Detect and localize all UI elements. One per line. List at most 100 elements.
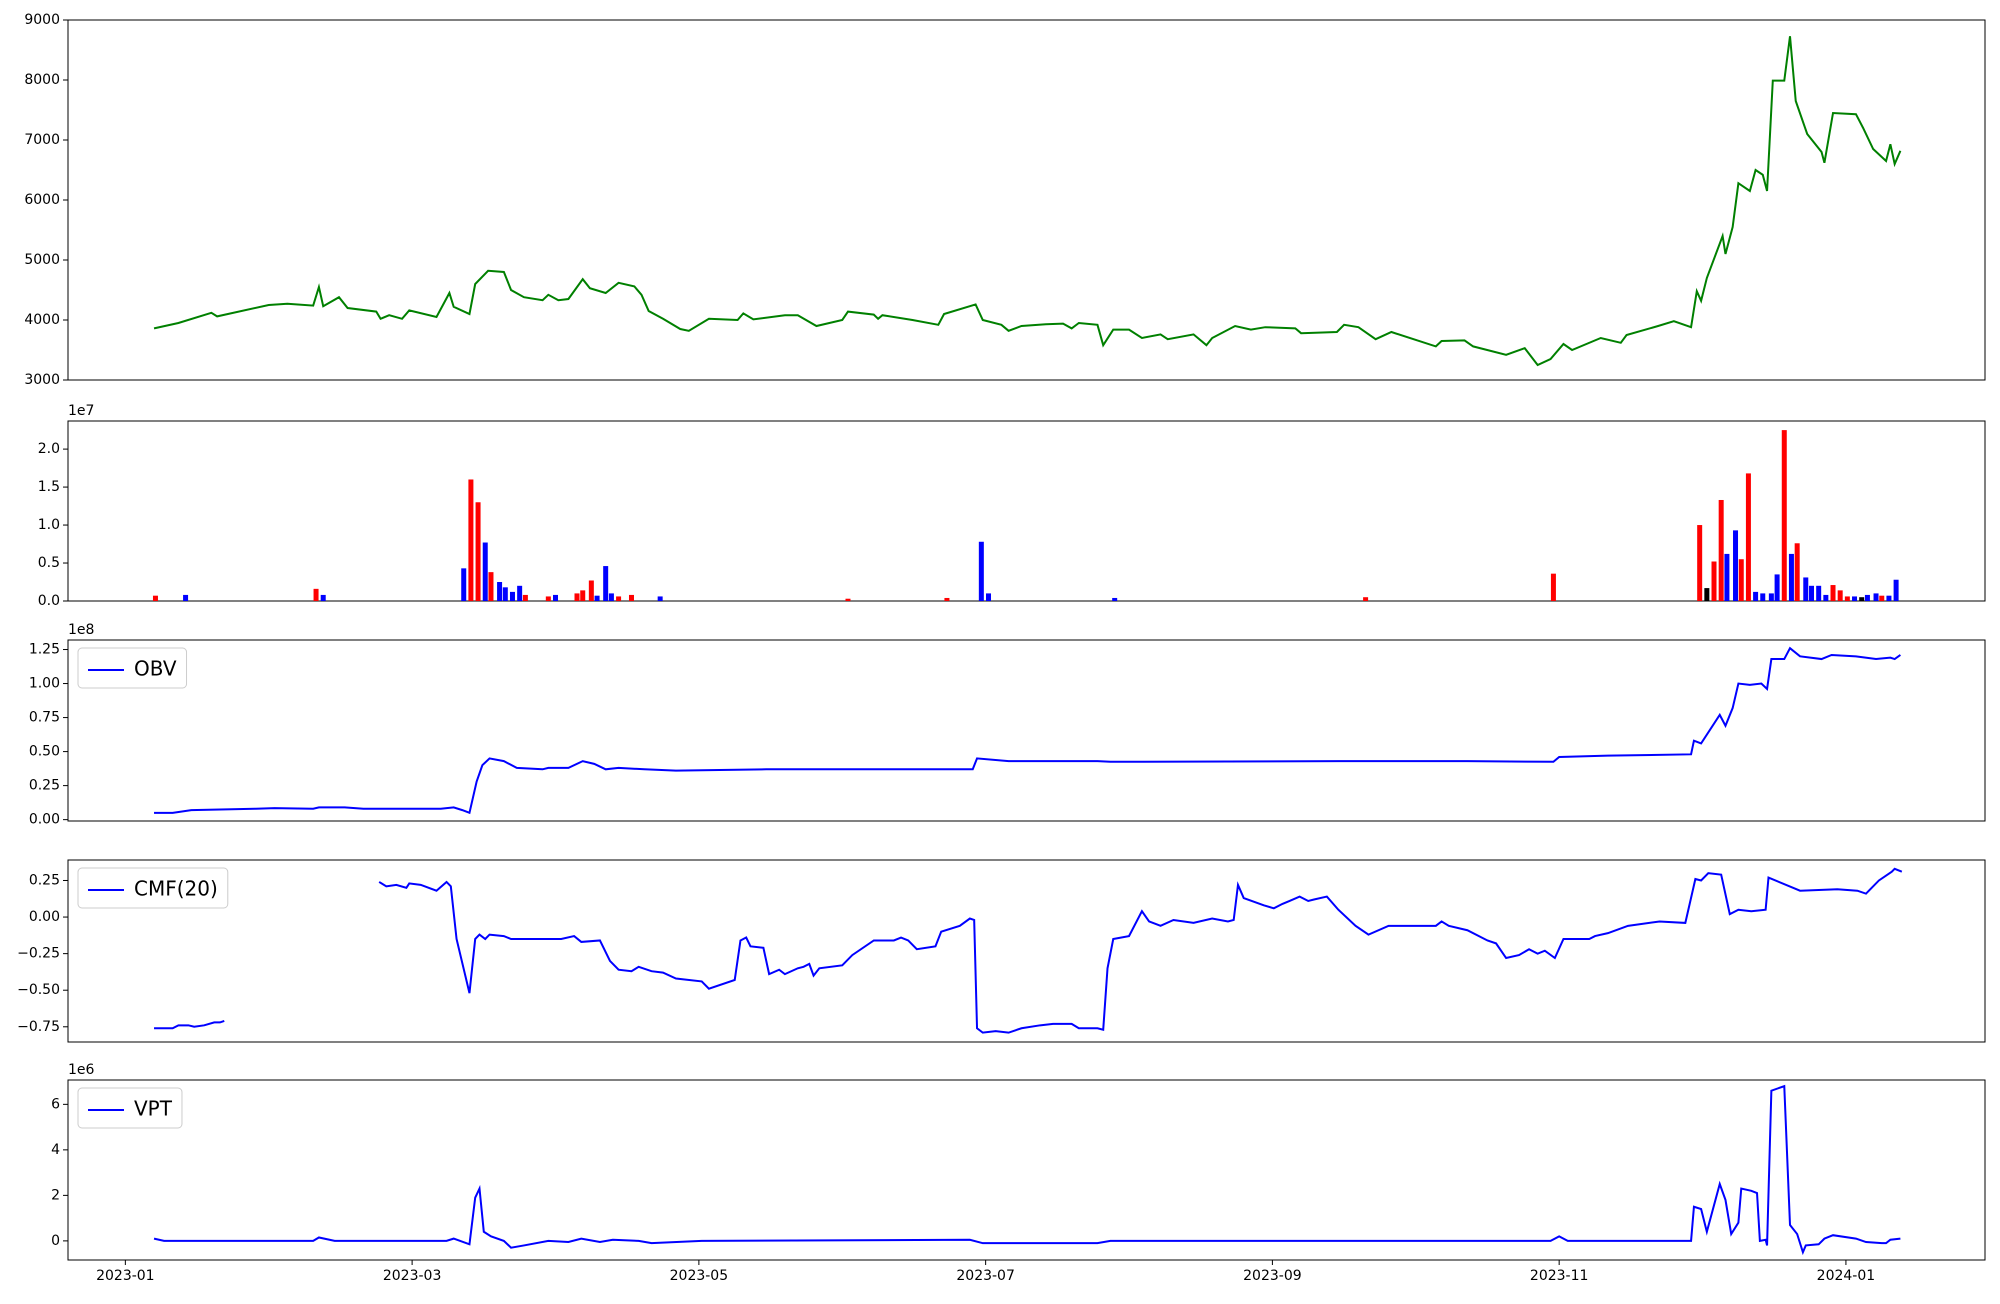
y-tick-label: 7000 [24, 132, 60, 148]
bar [502, 587, 508, 601]
legend-frame [77, 867, 229, 909]
axes-frame [67, 420, 1986, 602]
y-tick-label: 0.00 [29, 812, 60, 828]
bar [522, 594, 528, 601]
bar [482, 542, 488, 601]
x-tick-label: 2023-11 [1530, 1268, 1589, 1284]
bar [1112, 597, 1118, 601]
line [153, 36, 1902, 367]
x-tick-label: 2023-07 [956, 1268, 1015, 1284]
y-tick-label: 4 [51, 1142, 60, 1158]
bar [628, 594, 634, 601]
bar [1803, 577, 1809, 601]
axes-frame [67, 639, 1986, 822]
bar [1697, 525, 1703, 601]
bar [488, 572, 494, 601]
line [154, 646, 1901, 815]
bar [1830, 585, 1836, 601]
y-offset-label: 1e6 [68, 1062, 95, 1078]
bar [1837, 590, 1843, 601]
y-tick-label: 1.0 [38, 517, 60, 533]
y-tick-label: 0 [51, 1233, 60, 1249]
bar [986, 593, 992, 601]
bar [468, 479, 474, 601]
x-tick-label: 2023-09 [1243, 1268, 1302, 1284]
bar [588, 580, 594, 601]
y-tick-label: 0.25 [29, 872, 60, 888]
bar [657, 596, 663, 601]
bar [1794, 543, 1800, 601]
bar [580, 590, 586, 601]
y-tick-label: 6 [51, 1096, 60, 1112]
bar [594, 595, 600, 601]
line [154, 867, 1903, 1034]
bar [509, 591, 515, 601]
x-tick-label: 2024-01 [1817, 1268, 1876, 1284]
y-tick-label: 1.25 [29, 642, 60, 658]
y-tick-label: 4000 [24, 312, 60, 328]
y-tick-label: 2.0 [38, 441, 60, 457]
legend-label: CMF(20) [134, 877, 218, 901]
bar [1745, 473, 1751, 601]
y-tick-label: −0.25 [17, 946, 60, 962]
bar [1550, 573, 1556, 601]
bar [1768, 593, 1774, 601]
y-offset-label: 1e8 [68, 622, 94, 638]
y-tick-label: 5000 [24, 252, 60, 268]
bar [313, 588, 319, 601]
bar [1809, 585, 1815, 601]
x-tick-label: 2023-03 [383, 1268, 442, 1284]
axes-frame [67, 1079, 1986, 1261]
bar [978, 541, 984, 601]
bar [1864, 594, 1870, 601]
bar [1724, 553, 1730, 601]
bar [616, 596, 622, 601]
bar [944, 597, 950, 601]
y-tick-label: 2 [51, 1187, 60, 1203]
y-tick-label: 6000 [24, 192, 60, 208]
bar [1704, 588, 1710, 601]
bar [1844, 596, 1850, 601]
legend-label: VPT [134, 1097, 173, 1121]
bar [320, 594, 326, 601]
bar [1823, 594, 1829, 601]
bar [1893, 579, 1899, 601]
y-tick-label: 0.50 [29, 744, 60, 760]
bar [574, 593, 580, 601]
bar [1886, 595, 1892, 601]
bar [152, 595, 158, 601]
bar [1753, 591, 1759, 601]
y-tick-label: 0.75 [29, 710, 60, 726]
bar [1738, 559, 1744, 601]
bar [517, 585, 523, 601]
bar [552, 594, 558, 601]
y-tick-label: 0.25 [29, 778, 60, 794]
legend-frame [77, 647, 188, 689]
y-tick-label: 8000 [24, 72, 60, 88]
legend-frame [77, 1087, 183, 1129]
bar [497, 582, 503, 601]
bar [1788, 553, 1794, 601]
bar [1873, 593, 1879, 601]
bar [183, 594, 189, 601]
bar [1816, 585, 1822, 601]
bar [1879, 595, 1885, 601]
bar [545, 596, 551, 601]
bar [1859, 597, 1865, 601]
y-tick-label: 3000 [24, 372, 60, 388]
bar [608, 593, 614, 601]
legend-label: OBV [134, 657, 177, 681]
y-tick-label: 0.0 [38, 593, 60, 609]
bar [1733, 530, 1739, 601]
bar [1781, 430, 1787, 601]
y-tick-label: −0.75 [17, 1019, 60, 1035]
bar [1711, 561, 1717, 601]
bar [461, 568, 467, 601]
y-tick-label: 1.5 [38, 479, 60, 495]
axes-frame [67, 859, 1986, 1043]
bar [1774, 574, 1780, 601]
x-tick-label: 2023-01 [96, 1268, 155, 1284]
x-tick-label: 2023-05 [670, 1268, 729, 1284]
y-tick-label: 0.5 [38, 555, 60, 571]
